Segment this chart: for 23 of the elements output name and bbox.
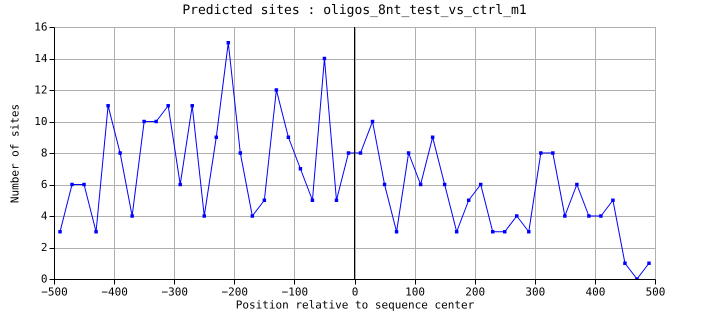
x-tick-label: −100 — [282, 286, 308, 298]
y-axis-title: Number of sites — [8, 104, 22, 204]
y-tick-label: 16 — [34, 20, 48, 34]
x-axis-title: Position relative to sequence center — [236, 298, 475, 312]
x-tick-label: −500 — [41, 286, 68, 298]
y-tick-label: 6 — [40, 178, 48, 191]
x-tick-label: −300 — [161, 286, 188, 298]
y-tick-label: 8 — [40, 146, 48, 160]
x-tick-label: 300 — [525, 286, 546, 298]
y-tick-label: 2 — [40, 241, 48, 254]
y-tick-label: 14 — [34, 52, 48, 65]
chart-title: Predicted sites : oligos_8nt_test_vs_ctrl_m1 — [182, 3, 527, 18]
x-tick-label: 0 — [352, 286, 358, 298]
x-tick-label: 400 — [585, 286, 606, 298]
x-tick-label: −400 — [101, 286, 128, 298]
y-tick-label: 10 — [34, 115, 48, 128]
x-tick-label: 200 — [465, 286, 486, 298]
x-tick-label: 500 — [646, 286, 666, 298]
y-tick-label: 12 — [34, 84, 48, 96]
y-tick-label: 0 — [40, 272, 48, 286]
y-tick-label: 4 — [40, 210, 48, 222]
x-tick-label: 100 — [405, 286, 426, 298]
x-tick-label: −200 — [222, 286, 248, 298]
